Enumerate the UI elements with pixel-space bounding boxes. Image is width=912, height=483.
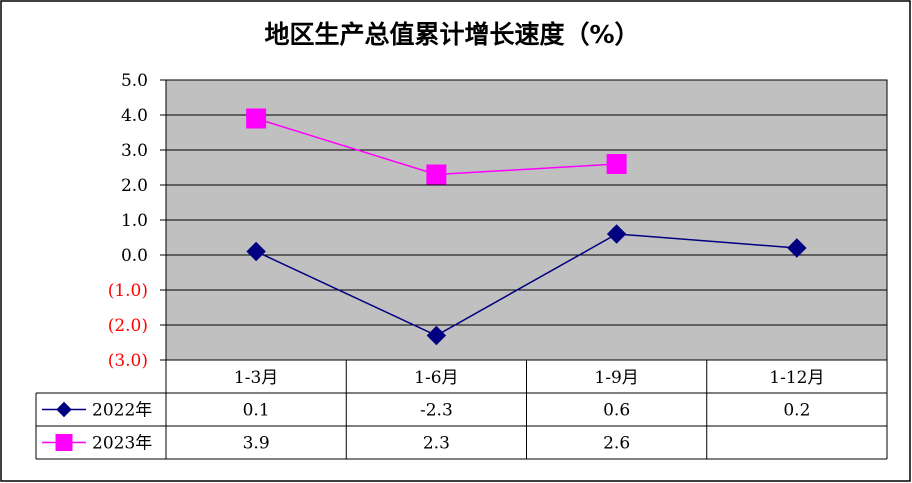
x-category-label: 1-6月: [414, 368, 458, 388]
y-tick-label: 5.0: [121, 71, 148, 91]
y-tick-label: (2.0): [108, 316, 148, 336]
table-cell: 0.6: [603, 401, 630, 421]
table-cell: 2.6: [603, 434, 630, 454]
table-cell: 2.3: [423, 434, 450, 454]
x-category-label: 1-3月: [234, 368, 278, 388]
data-point: [606, 224, 627, 244]
y-tick-label: (3.0): [108, 351, 148, 371]
chart-title: 地区生产总值累计增长速度（%）: [264, 20, 639, 49]
legend-marker: [55, 434, 73, 451]
y-tick-label: (1.0): [108, 281, 148, 301]
table-cell: -2.3: [420, 401, 453, 421]
series-line: [255, 233, 797, 337]
y-tick-label: 3.0: [121, 141, 148, 161]
y-tick-label: 2.0: [121, 176, 148, 196]
legend-label: 2022年: [92, 401, 152, 421]
data-point: [246, 108, 267, 129]
x-category-label: 1-12月: [769, 368, 824, 388]
data-table: 1-3月 1-6月 1-9月 1-12月 2022年 0.1 -2.3 0.6 0.2 2023年…: [35, 359, 888, 460]
table-cell: 3.9: [243, 434, 270, 454]
data-point: [426, 325, 447, 346]
table-cell: 0.2: [783, 401, 810, 421]
legend-label: 2023年: [92, 434, 152, 454]
data-point: [426, 164, 447, 185]
y-tick-label: 0.0: [121, 246, 148, 266]
y-tick-label: 4.0: [121, 106, 148, 126]
x-category-label: 1-9月: [594, 368, 638, 388]
data-point: [606, 154, 627, 174]
table-cell: 0.1: [243, 401, 270, 421]
y-tick-label: 1.0: [121, 211, 148, 231]
y-axis-ticks: 5.0 4.0 3.0 2.0 1.0 0.0 (1.0) (2.0) (3.0): [108, 71, 167, 371]
series-layer: [246, 108, 807, 346]
data-point: [787, 238, 807, 258]
legend-marker: [56, 401, 72, 418]
data-point: [246, 241, 266, 262]
